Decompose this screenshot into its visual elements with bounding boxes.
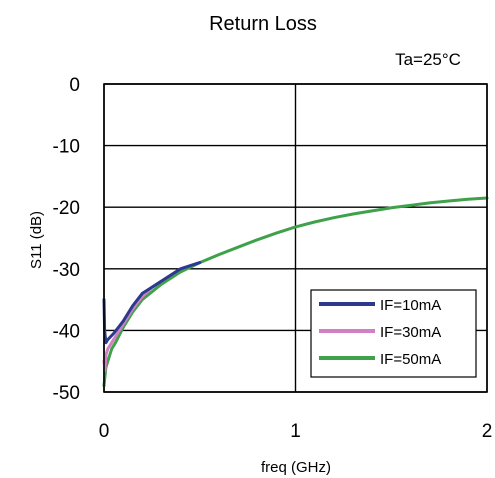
series-line-if-50ma: [102, 196, 489, 388]
y-tick-label: -30: [53, 260, 80, 281]
y-tick-labels: 0 -10 -20 -30 -40 -50: [53, 75, 80, 404]
legend-label: IF=30mA: [380, 324, 441, 341]
x-tick-label: 0: [99, 421, 110, 442]
legend-label: IF=10mA: [380, 297, 441, 314]
chart-title: Return Loss: [209, 13, 317, 35]
series-lines: [102, 196, 489, 388]
x-tick-labels: 0 1 2: [99, 421, 493, 442]
x-tick-label: 1: [290, 421, 301, 442]
x-axis-label: freq (GHz): [261, 459, 331, 476]
y-axis-label: S11 (dB): [28, 211, 45, 269]
y-tick-label: -40: [53, 321, 80, 342]
y-tick-label: 0: [69, 75, 80, 96]
y-tick-label: -10: [53, 137, 80, 158]
x-tick-label: 2: [482, 421, 493, 442]
y-tick-label: -50: [53, 383, 80, 404]
series-line-if-10ma: [102, 261, 202, 345]
legend-label: IF=50mA: [380, 351, 441, 368]
legend: IF=10mA IF=30mA IF=50mA: [310, 289, 477, 378]
y-tick-label: -20: [53, 198, 80, 219]
temperature-annotation: Ta=25°C: [395, 50, 461, 69]
plot-frame: [103, 83, 488, 393]
